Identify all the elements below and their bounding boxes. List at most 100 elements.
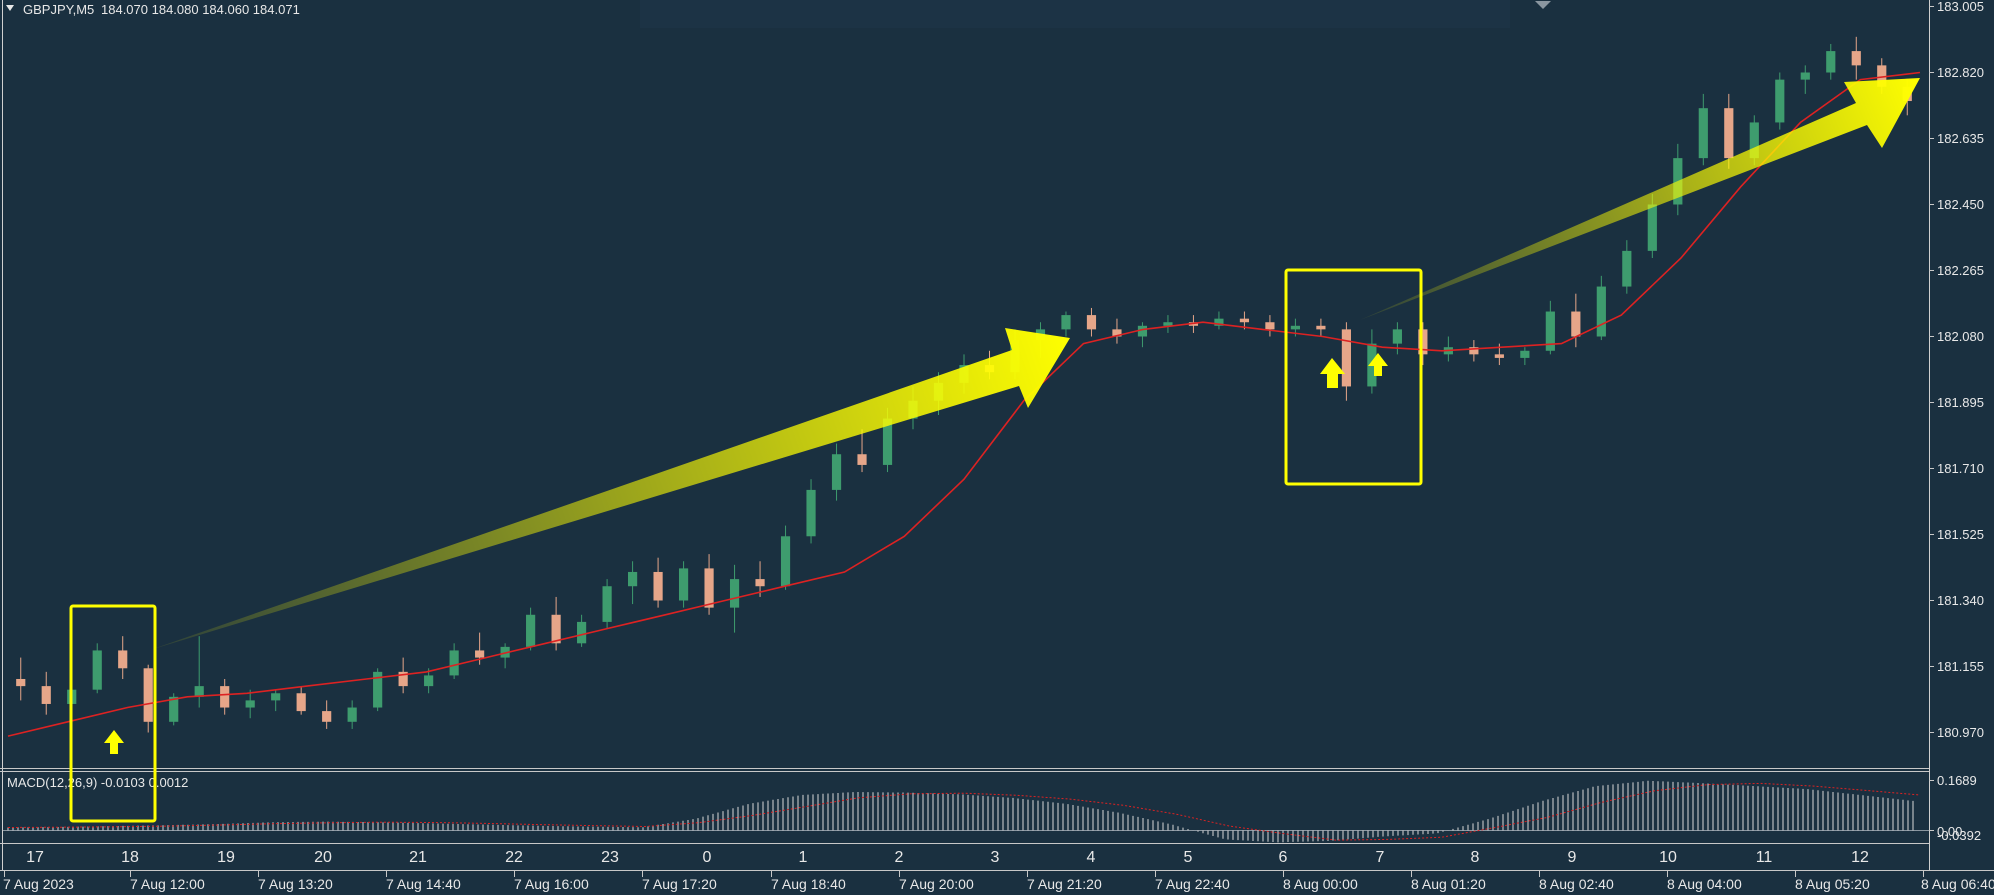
candle [1826,43,1836,80]
time-axis: 17 18 19 20 21 22 23 0 1 2 3 4 5 6 7 8 9… [3,849,1994,892]
datetime-label: 8 Aug 06:40 [1921,876,1994,892]
candle [1137,322,1148,348]
candle-body [755,579,765,587]
candle-body [1545,311,1555,351]
candle-body [296,693,306,712]
price-tick-label: 182.635 [1937,131,1984,146]
hour-label: 17 [26,849,44,866]
price-tick-2: 182.820 [1929,65,1984,80]
candle [1775,72,1785,130]
candle [220,678,230,715]
candle [1265,315,1275,337]
candle [424,668,434,694]
candle-body [41,686,51,704]
candle-body [245,700,255,708]
candle-body [882,418,893,465]
candle [271,689,281,712]
candle-body [143,668,153,722]
candle-body [1596,286,1606,337]
candle [780,525,791,590]
candle-body [220,686,230,708]
candle [449,643,459,679]
price-tick-1: 183.005 [1929,0,1984,14]
candle-body [1622,250,1632,287]
price-tick-5: 182.265 [1929,263,1984,278]
candle [1214,311,1224,330]
candle-body [1265,322,1275,330]
candle-body [449,650,459,676]
candle-body [806,489,816,537]
datetime-label: 7 Aug 21:20 [1027,876,1102,892]
price-tick-4: 182.450 [1929,197,1984,212]
candle [373,668,383,712]
hour-label: 12 [1851,849,1869,866]
candle-body [1698,108,1708,159]
price-tick-label: 181.710 [1937,461,1984,476]
candle-body [831,454,842,490]
hour-label: 10 [1659,849,1677,866]
hour-label: 9 [1568,849,1577,866]
candle-body [92,650,102,690]
candle-body [373,671,383,708]
candle-body [1418,329,1428,355]
candle [1469,340,1479,362]
candle [1724,93,1734,169]
candle [41,671,51,715]
candle [1851,36,1861,80]
candle-body [1647,204,1657,251]
candle [1622,240,1632,294]
candle-body [653,571,663,601]
datetime-label: 7 Aug 17:20 [642,876,717,892]
candle-body [1137,325,1148,337]
candle [1520,347,1530,366]
candle-body [118,650,128,669]
candle [1392,322,1402,355]
candle [296,686,306,715]
hour-label: 21 [409,849,427,866]
candle-body [577,621,587,644]
candle-body [602,586,612,622]
price-tick-12: 180.970 [1929,725,1984,740]
datetime-ticks: 7 Aug 2023 7 Aug 12:00 7 Aug 13:20 7 Aug… [3,871,1994,892]
chart-shift-marker-icon[interactable] [1535,1,1551,9]
candle [143,664,153,733]
highlight-box-2 [1284,268,1423,486]
candle-body [857,454,867,465]
candle-body [1520,350,1530,358]
candle-body [1469,347,1479,355]
candle-body [1877,65,1887,87]
datetime-label: 8 Aug 02:40 [1539,876,1614,892]
candle [1698,93,1708,166]
candle-body [678,568,689,601]
hour-label: 5 [1184,849,1193,866]
candle [322,700,332,729]
datetime-label: 7 Aug 22:40 [1155,876,1230,892]
candle-body [1826,51,1836,73]
candle [16,657,26,701]
hour-label: 4 [1087,849,1096,866]
candle-body [347,707,357,722]
candle [1571,293,1581,348]
macd-histogram [7,780,1921,843]
candle [678,561,689,608]
price-tick-label: 182.265 [1937,263,1984,278]
candle [602,579,612,630]
up-arrow-icon [1320,358,1345,388]
candle [627,561,638,605]
hour-ticks: 17 18 19 20 21 22 23 0 1 2 3 4 5 6 7 8 9… [26,849,1869,866]
collapse-triangle-icon[interactable] [6,5,14,11]
candle-body [1851,51,1861,66]
candle [1341,322,1351,401]
candle [831,443,842,501]
candle-body [1392,329,1402,344]
candle-body [1112,329,1122,337]
price-tick-label: 181.155 [1937,659,1984,674]
candle [1061,311,1071,337]
macd-tick-label: 0.00 [1937,824,1962,839]
candle-body [1341,329,1351,387]
price-tick-label: 182.820 [1937,65,1984,80]
quote-values: 184.070 184.080 184.060 184.071 [101,2,300,17]
datetime-label: 7 Aug 16:00 [514,876,589,892]
macd-label: MACD(12,26,9) -0.0103 0.0012 [7,775,188,790]
